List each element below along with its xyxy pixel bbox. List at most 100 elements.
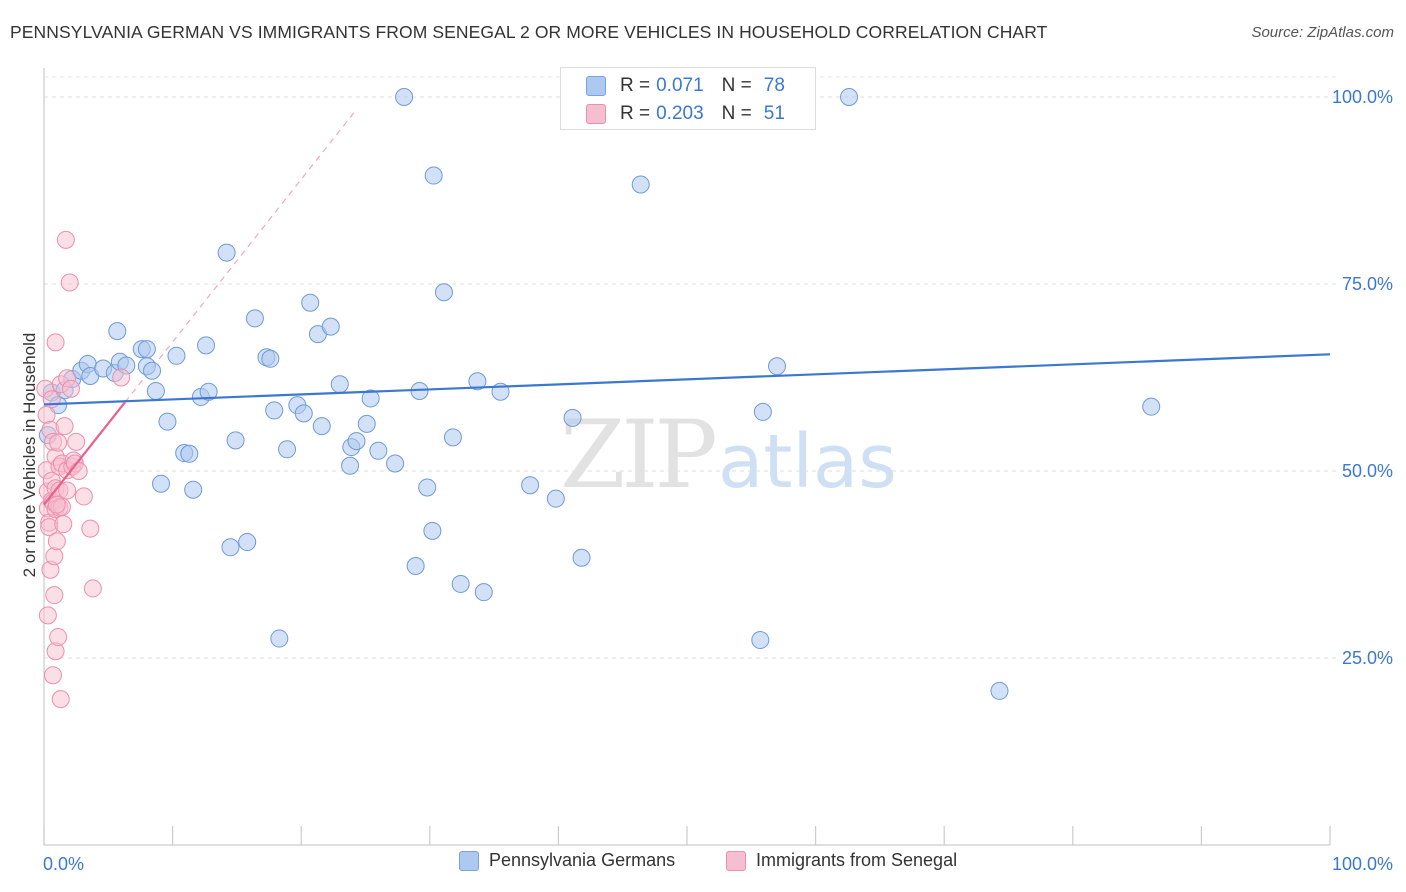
trend-line-pink	[43, 401, 126, 506]
point-pink-32	[51, 690, 70, 709]
point-blue-38	[294, 404, 313, 423]
stats-n-value-0: 78	[763, 75, 785, 96]
point-pink-33	[55, 417, 74, 436]
point-pink-34	[56, 230, 75, 249]
point-blue-16	[143, 361, 162, 380]
point-blue-76	[1142, 397, 1161, 416]
point-blue-23	[184, 480, 203, 499]
point-blue-29	[226, 431, 245, 450]
point-blue-26	[197, 336, 216, 355]
point-blue-30	[238, 533, 257, 552]
point-pink-1	[37, 405, 56, 424]
stats-r-label-0: R =	[620, 75, 651, 96]
point-blue-61	[474, 583, 493, 602]
point-pink-14	[45, 547, 64, 566]
source-label: Source: ZipAtlas.com	[1251, 24, 1394, 41]
point-pink-16	[44, 666, 63, 685]
point-pink-38	[60, 273, 79, 292]
point-blue-48	[361, 389, 380, 408]
point-blue-54	[418, 478, 437, 497]
point-pink-8	[38, 606, 57, 625]
stats-swatch-pink	[586, 104, 606, 124]
y-tick-label-75: 75.0%	[1342, 274, 1393, 294]
series-immigrants-from-senegal	[36, 230, 131, 709]
trend-extension-pink	[124, 112, 355, 403]
point-blue-74	[840, 88, 859, 106]
trend-extensions	[124, 112, 355, 403]
point-blue-49	[369, 441, 388, 460]
point-blue-22	[180, 444, 199, 463]
point-blue-27	[217, 243, 236, 262]
trend-lines	[43, 353, 1331, 506]
point-blue-71	[751, 631, 770, 650]
point-blue-58	[443, 428, 462, 447]
x-tick-label-0: 0.0%	[43, 854, 84, 874]
stats-r-value-1: 0.203	[656, 103, 704, 124]
point-pink-48	[112, 368, 131, 387]
point-blue-28	[221, 538, 240, 557]
legend-label-pennsylvania-germans: Pennsylvania Germans	[489, 850, 676, 870]
point-blue-39	[301, 293, 320, 312]
legend-item-pennsylvania-germans[interactable]: Pennsylvania Germans	[459, 850, 675, 871]
stats-row-pink: R = 0.203 N = 51	[586, 101, 785, 127]
point-blue-59	[451, 574, 470, 593]
point-blue-75	[990, 681, 1009, 700]
point-blue-52	[406, 556, 425, 575]
legend-swatch-blue	[459, 850, 479, 871]
point-blue-36	[278, 440, 297, 459]
point-blue-66	[572, 548, 591, 567]
point-blue-43	[330, 375, 349, 394]
stats-text-0: R = 0.071 N = 78	[620, 75, 785, 97]
point-blue-14	[137, 340, 156, 359]
point-blue-31	[245, 309, 264, 328]
watermark: ZIP atlas	[560, 401, 897, 510]
y-axis-label: 2 or more Vehicles in Household	[20, 332, 39, 578]
point-blue-11	[108, 322, 127, 341]
point-pink-49	[47, 495, 66, 514]
stats-r-label-1: R =	[620, 103, 651, 124]
stats-row-blue: R = 0.071 N = 78	[586, 73, 785, 99]
point-pink-23	[49, 433, 68, 452]
point-blue-72	[753, 402, 772, 421]
point-blue-35	[270, 629, 289, 648]
point-blue-47	[357, 414, 376, 433]
point-blue-42	[321, 317, 340, 336]
y-tick-label-100: 100.0%	[1332, 87, 1393, 107]
point-pink-44	[69, 462, 88, 480]
point-blue-20	[167, 346, 186, 365]
point-pink-15	[45, 586, 64, 605]
bottom-legend: Pennsylvania Germans Immigrants from Sen…	[0, 850, 1406, 880]
point-blue-65	[563, 408, 582, 427]
chart-title: PENNSYLVANIA GERMAN VS IMMIGRANTS FROM S…	[10, 22, 1048, 42]
point-blue-19	[158, 412, 177, 431]
point-blue-57	[434, 283, 453, 302]
point-pink-47	[83, 579, 102, 598]
trend-line-blue	[43, 353, 1331, 406]
y-tick-label-25: 25.0%	[1342, 648, 1393, 668]
point-blue-33	[261, 349, 280, 368]
point-blue-51	[395, 88, 414, 106]
point-blue-17	[146, 381, 165, 400]
y-tick-label-50: 50.0%	[1342, 461, 1393, 481]
point-blue-64	[546, 489, 565, 508]
stats-n-value-1: 51	[763, 103, 785, 124]
point-pink-39	[62, 379, 81, 398]
point-pink-21	[47, 532, 66, 551]
stats-r-value-0: 0.071	[656, 75, 704, 96]
point-blue-56	[424, 166, 443, 185]
point-blue-60	[468, 372, 487, 391]
point-blue-73	[768, 357, 787, 376]
stats-text-1: R = 0.203 N = 51	[620, 103, 785, 125]
watermark-zip: ZIP	[560, 401, 714, 510]
series-pennsylvania-germans	[38, 88, 1161, 700]
grid-lines	[44, 76, 1336, 659]
legend-item-immigrants-from-senegal[interactable]: Immigrants from Senegal	[726, 850, 957, 871]
y-tick-labels: 100.0% 75.0% 50.0% 25.0%	[1332, 87, 1393, 668]
point-pink-45	[74, 487, 93, 506]
point-pink-17	[46, 333, 65, 352]
stats-legend: R = 0.071 N = 78 R = 0.203 N = 51	[560, 67, 816, 130]
point-pink-27	[49, 628, 68, 647]
point-blue-55	[423, 521, 442, 540]
legend-label-immigrants-from-senegal: Immigrants from Senegal	[756, 850, 958, 870]
